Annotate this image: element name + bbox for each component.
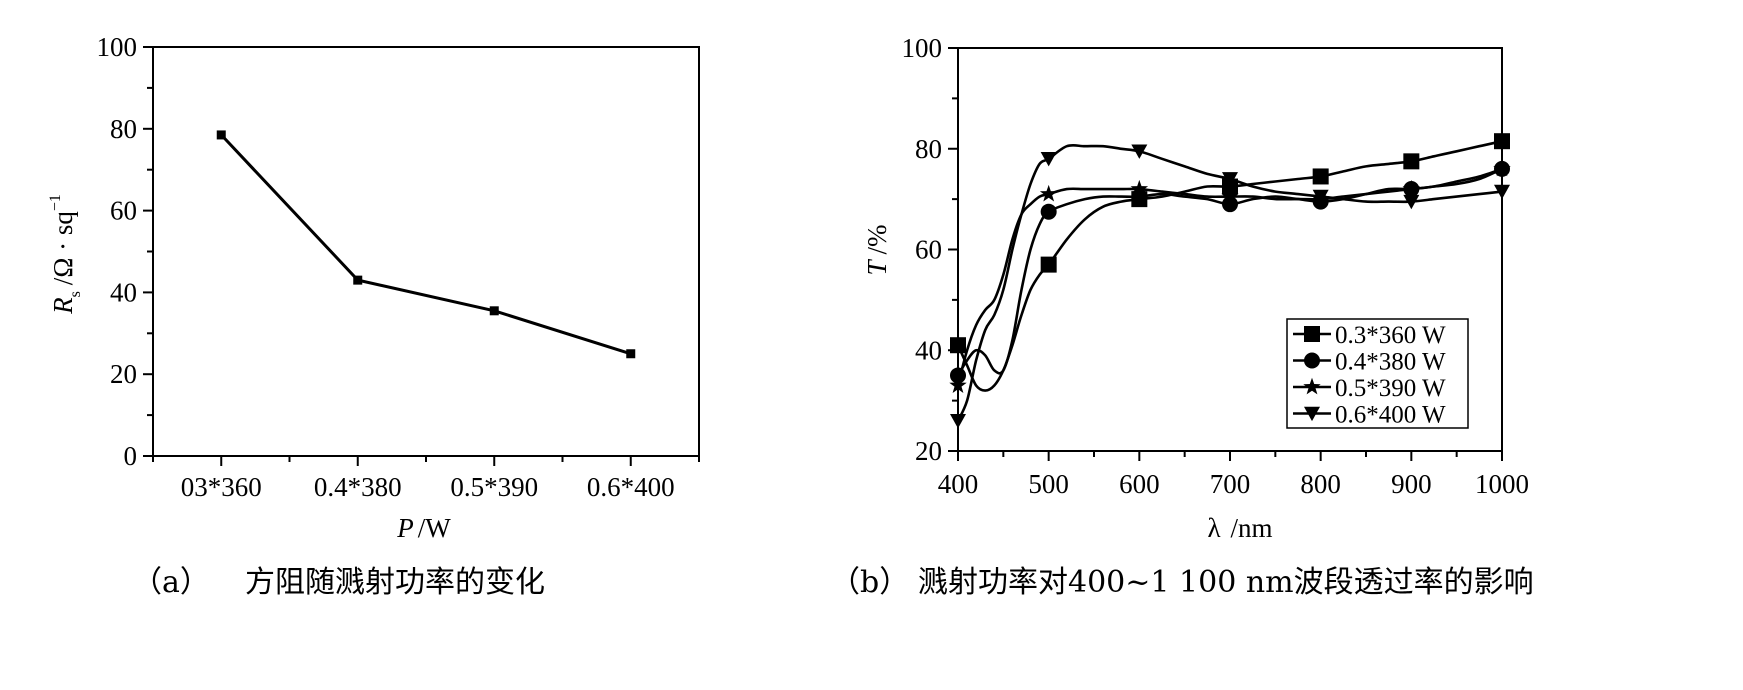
panel-a-x-tick-label: 03*360 [181, 472, 262, 502]
panel-a-plot-frame [152, 46, 700, 457]
panel-a-y-tick-label: 80 [110, 114, 137, 144]
panel-a-data-point [216, 130, 226, 140]
panel-b-y-tick-label: 100 [902, 33, 943, 63]
panel-a-series-line [220, 133, 632, 356]
panel-b-y-tick-label: 60 [915, 235, 942, 265]
panel-a-x-tick-label: 0.6*400 [587, 472, 675, 502]
panel-b-x-tick-label: 600 [1119, 469, 1160, 499]
panel-b-data-point-3 [1039, 184, 1058, 202]
panel-b-data-point-1 [1312, 168, 1329, 185]
panel-a-data-point [489, 306, 499, 316]
panel-b-data-point-4 [950, 413, 966, 429]
panel-b-data-point-4 [1131, 144, 1148, 159]
panel-a-y-tick-label: 60 [110, 196, 137, 226]
panel-a-data-point [626, 349, 636, 359]
panel-b-caption-tag: （b） [830, 565, 909, 600]
panel-a-y-tick-label: 40 [110, 277, 137, 307]
panel-b-series-line-3 [956, 167, 1503, 386]
panel-a-x-tick-label: 0.5*390 [450, 472, 538, 502]
panel-b-caption: 溅射功率对400~1 100 nm波段透过率的影响 [918, 565, 1534, 600]
svg-text:Rs/Ω · sq−1: Rs/Ω · sq−1 [47, 194, 84, 315]
panel-b-legend-marker [1304, 326, 1320, 342]
panel-b-data-point-2 [1040, 203, 1057, 220]
panel-b-data-point-3 [1221, 187, 1239, 204]
svg-text:T/%: T/% [862, 224, 892, 275]
panel-b-y-tick-label: 20 [915, 436, 942, 466]
panel-a-data-point [353, 275, 363, 285]
panel-b-y-tick-label: 80 [915, 134, 942, 164]
panel-a-x-tick-label: 0.4*380 [314, 472, 402, 502]
panel-b-data-point-3 [1130, 179, 1149, 197]
panel-b-legend: 0.3*360 W0.4*380 W0.5*390 W0.6*400 W [1286, 318, 1469, 429]
panel-a-caption-tag: （a） [132, 565, 210, 600]
panel-b-legend-marker [1303, 377, 1321, 395]
panel-a-y-tick-label: 100 [97, 32, 138, 62]
panel-a-x-axis-label: P/W [396, 513, 451, 543]
panel-b-series-line-4 [956, 143, 1503, 422]
panel-b-data-point-1 [950, 337, 966, 354]
panel-a-y-tick-label: 0 [124, 441, 138, 471]
panel-b-data-point-4 [1222, 172, 1238, 187]
panel-b-legend-label: 0.3*360 W [1335, 322, 1446, 349]
panel-b-legend-label: 0.6*400 W [1335, 402, 1446, 429]
panel-b-data-point-3 [1493, 159, 1511, 177]
panel-b-x-tick-label: 1000 [1475, 469, 1529, 499]
panel-b-legend-marker [1304, 406, 1320, 422]
panel-b-x-tick-label: 400 [938, 469, 979, 499]
panel-b-y-axis-label: T/% [862, 224, 892, 275]
panel-b-x-tick-label: 800 [1300, 469, 1341, 499]
panel-b-x-tick-label: 500 [1028, 469, 1069, 499]
panel-b-series-line-2 [956, 167, 1503, 377]
panel-b-x-axis-label: λ/nm [1207, 513, 1272, 543]
panel-b-data-point-3 [949, 376, 967, 393]
panel-b-y-tick-label: 40 [915, 335, 942, 365]
panel-b-data-point-1 [1494, 133, 1510, 150]
panel-a-chart: 0 20 40 60 80 100 03*360 0.4*380 0.5*390 0.6*400… [47, 32, 700, 600]
panel-b-x-tick-label: 700 [1210, 469, 1251, 499]
panel-b-data-point-3 [1402, 179, 1421, 197]
panel-b-data-point-4 [1312, 189, 1329, 205]
panel-b-legend-label: 0.5*390 W [1335, 375, 1446, 402]
panel-b-data-point-4 [1403, 194, 1420, 210]
panel-b-data-point-4 [1040, 152, 1057, 167]
panel-a-y-axis-label: Rs/Ω · sq−1 [47, 194, 84, 315]
panel-b-x-tick-label: 900 [1391, 469, 1432, 499]
panel-a-y-tick-label: 20 [110, 359, 137, 389]
panel-b-legend-label: 0.4*380 W [1335, 349, 1446, 376]
panel-b-legend-marker [1304, 352, 1320, 369]
panel-b-chart: 20 40 60 80 100 400 500 600 700 800 900 1000 0.3*3… [830, 33, 1534, 600]
panel-b-data-point-1 [1403, 153, 1420, 170]
panel-b-data-point-1 [1040, 256, 1057, 273]
panel-a-caption: 方阻随溅射功率的变化 [245, 565, 545, 600]
panel-b-data-point-4 [1494, 184, 1510, 200]
